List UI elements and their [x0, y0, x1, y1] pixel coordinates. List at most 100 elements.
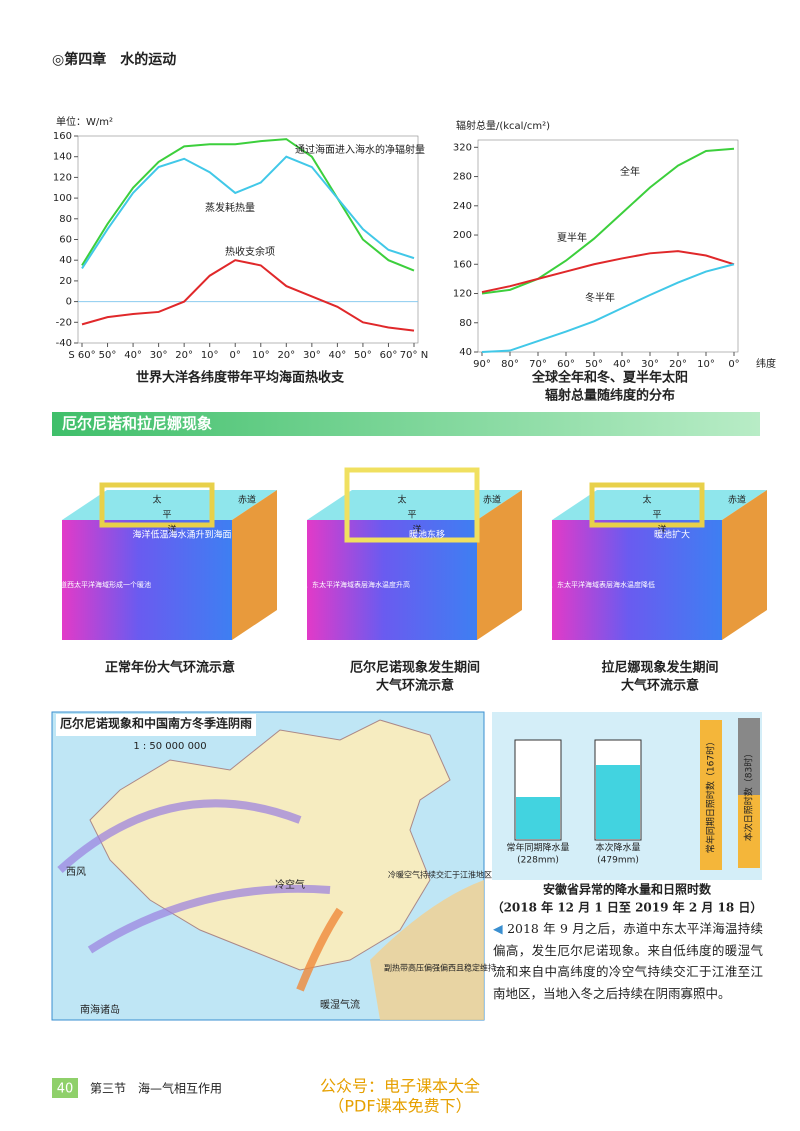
x-tick-label: 50°: [585, 359, 603, 370]
y-axis-label: 单位：W/m²: [56, 115, 113, 128]
x-tick-label: 60°: [380, 350, 398, 361]
watermark: （PDF课本免费下）: [328, 1097, 471, 1116]
y-tick-label: 80: [59, 214, 72, 225]
y-tick-label: 80: [459, 318, 472, 329]
diagram-label: 赤道: [728, 494, 746, 506]
y-tick-label: -20: [56, 317, 72, 328]
y-tick-label: 320: [453, 142, 472, 153]
plot-area: [477, 139, 739, 353]
ocean-side: [232, 490, 277, 640]
y-tick-label: 120: [453, 289, 472, 300]
diagram-label: 太: [152, 494, 161, 506]
y-tick-label: 100: [53, 193, 72, 204]
circulation-loop: [344, 467, 480, 543]
map-title: 厄尔尼诺现象和中国南方冬季连阴雨: [60, 716, 252, 731]
x-tick-label: 60°: [557, 359, 575, 370]
diagram-label: 赤道中、东太平洋海域表层海水温度升高: [284, 580, 410, 589]
y-tick-label: 40: [59, 255, 72, 266]
diagram-label: 洋: [412, 524, 421, 536]
chart-title: 世界大洋各纬度带年平均海面热收支: [136, 370, 345, 386]
series-label: 全年: [620, 165, 640, 178]
diagram-caption: 拉尼娜现象发生期间: [601, 660, 718, 676]
y-tick-label: 120: [53, 172, 72, 183]
warm-flow-arrow: [296, 907, 344, 992]
y-axis-label: 辐射总量/(kcal/cm²): [456, 119, 550, 132]
series-label: 热收支余项: [225, 245, 275, 258]
ocean-front: [62, 520, 232, 640]
plot-area: [77, 135, 419, 344]
series-line: [81, 138, 415, 272]
x-tick-label: 50°: [99, 350, 117, 361]
gauge-caption: （2018 年 12 月 1 日至 2019 年 2 月 18 日）: [492, 900, 763, 915]
diagram-label: 暖池扩大: [654, 529, 690, 541]
series-line: [481, 263, 735, 353]
paragraph-text: 2018 年 9 月之后，赤道中东太平洋海温持续偏高，发生厄尔尼诺现象。来自低纬…: [493, 921, 763, 1001]
x-tick-label: 0°: [230, 350, 241, 361]
paragraph: ◀ 2018 年 9 月之后，赤道中东太平洋海温持续偏高，发生厄尔尼诺现象。来自…: [493, 921, 763, 1001]
diagram-label: 赤道: [238, 494, 256, 506]
x-tick-label: 30°: [150, 350, 168, 361]
series-label: 夏半年: [557, 231, 587, 244]
section-title: 厄尔尼诺和拉尼娜现象: [62, 415, 212, 433]
x-tick-label: 40°: [613, 359, 631, 370]
diagram-label: 赤道: [483, 494, 501, 506]
x-tick-label: 20°: [277, 350, 295, 361]
sunshine-label: 常年同期日照时数（167时）: [705, 737, 717, 853]
map-label: 暖湿气流: [320, 998, 360, 1011]
x-tick-label: 50°: [354, 350, 372, 361]
x-axis-label: 纬度: [756, 357, 776, 370]
x-tick-label: 40°: [124, 350, 142, 361]
x-tick-label: 30°: [641, 359, 659, 370]
map-label: 南海诸岛: [80, 1003, 120, 1016]
gauge-value: (479mm): [597, 856, 639, 866]
gauge-caption: 安徽省异常的降水量和日照时数: [543, 882, 712, 897]
chart-title: 辐射总量随纬度的分布: [545, 388, 675, 404]
sunshine-bar: [700, 720, 722, 870]
diagram-label: 赤道西太平洋海域形成一个暖池: [53, 580, 151, 589]
y-tick-label: 0: [66, 297, 72, 308]
diagram-label: 平: [407, 510, 416, 521]
x-tick-label: 10°: [252, 350, 270, 361]
gauge-label: 常年同期降水量: [506, 842, 569, 854]
chart-title: 全球全年和冬、夏半年太阳: [531, 370, 688, 386]
diagram-label: 太: [397, 494, 406, 506]
diagram-label: 太: [642, 494, 651, 506]
diagram-label: 洋: [167, 524, 176, 536]
x-tick-label: 80°: [501, 359, 519, 370]
diagram-label: 赤道中、东太平洋海域表层海水温度降低: [529, 580, 655, 589]
westerly-arrow: [57, 799, 302, 873]
map-label: 冷空气: [275, 878, 305, 891]
westerly-arrow: [87, 884, 331, 954]
diagram-caption: 大气环流示意: [376, 678, 454, 694]
sunshine-label: 本次日照时数（83时）: [743, 749, 755, 841]
y-tick-label: 160: [53, 131, 72, 142]
x-tick-label: 10°: [697, 359, 715, 370]
diagram-caption: 大气环流示意: [621, 678, 699, 694]
watermark: 公众号：电子课本大全: [320, 1077, 480, 1096]
series-label: 通过海面进入海水的净辐射量: [295, 143, 425, 156]
x-tick-label: 90°: [473, 359, 491, 370]
diagram-label: 平: [162, 510, 171, 521]
diagram-label: 平: [652, 510, 661, 521]
y-tick-label: 160: [453, 259, 472, 270]
section-bar: [52, 412, 760, 436]
map-label: 副热带高压偏强偏西且稳定维持: [384, 963, 496, 973]
circulation-loop: [99, 482, 215, 528]
y-tick-label: -40: [56, 338, 72, 349]
x-tick-label: 70°: [529, 359, 547, 370]
x-tick-label: 0°: [728, 359, 739, 370]
series-label: 冬半年: [585, 291, 615, 304]
page-number-box: [52, 1078, 78, 1098]
circulation-loop: [589, 482, 705, 528]
ocean-top: [307, 490, 522, 520]
map-label: 西风: [66, 866, 86, 878]
map-label: 冷暖空气持续交汇于江淮地区: [388, 870, 492, 880]
ocean-side: [477, 490, 522, 640]
x-tick-label: 30°: [303, 350, 321, 361]
diagram-label: 海洋低温海水涌升到海面: [132, 529, 231, 541]
footer-section: 第三节 海—气相互作用: [90, 1081, 222, 1096]
gauge-water: [596, 765, 640, 839]
x-tick-label: 20°: [175, 350, 193, 361]
